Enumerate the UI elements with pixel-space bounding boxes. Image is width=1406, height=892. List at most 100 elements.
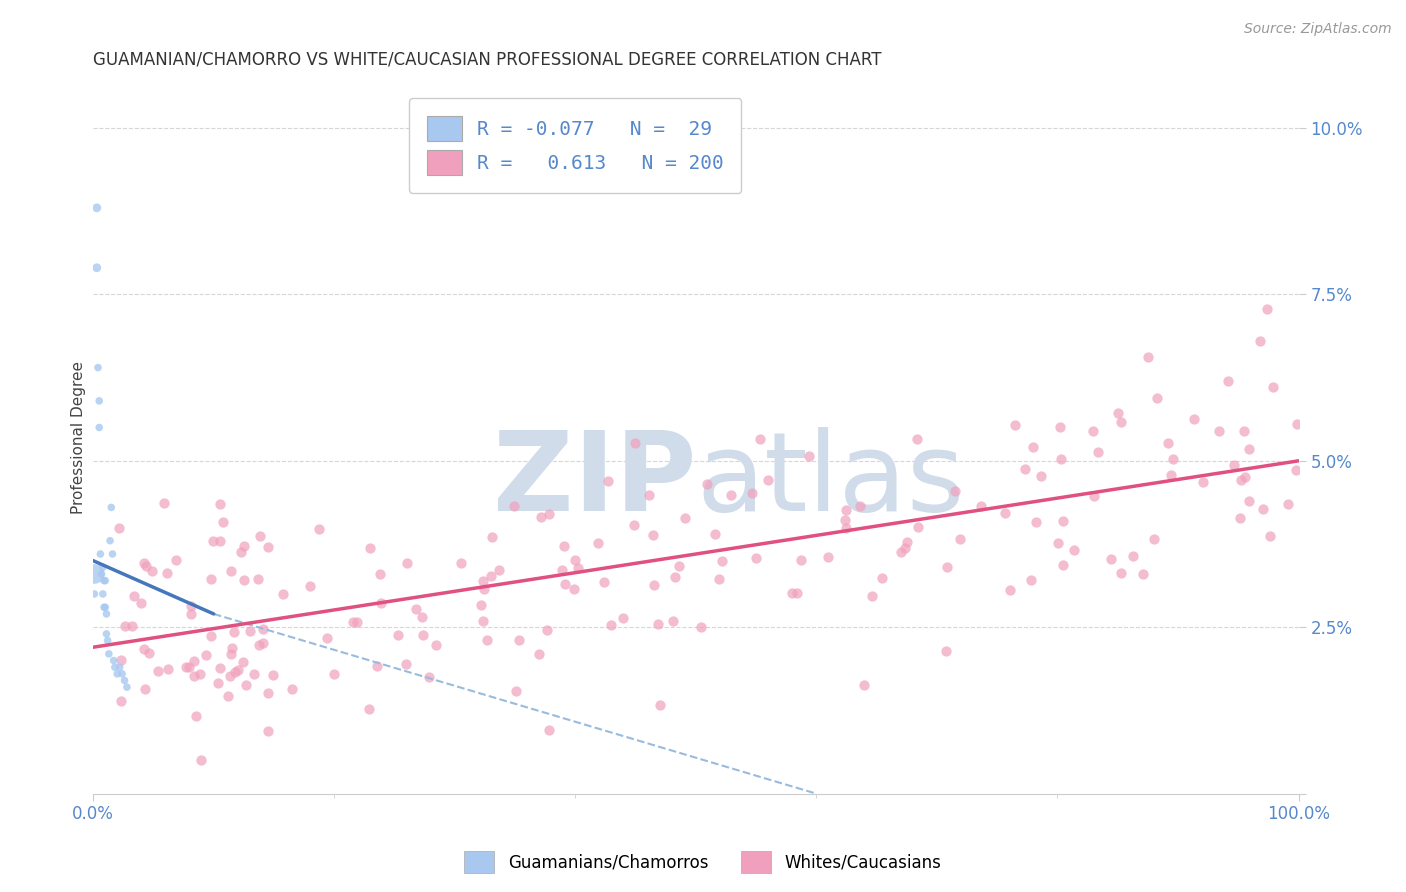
Point — [562, 582, 585, 596]
Point — [894, 541, 917, 555]
Point — [165, 553, 187, 567]
Point — [308, 522, 330, 536]
Point — [1261, 380, 1284, 394]
Point — [224, 625, 246, 640]
Point — [212, 515, 235, 529]
Point — [710, 554, 733, 568]
Point — [481, 530, 503, 544]
Point — [668, 558, 690, 573]
Point — [122, 589, 145, 603]
Point — [200, 629, 222, 643]
Point — [174, 660, 197, 674]
Point — [226, 663, 249, 677]
Point — [89, 420, 111, 434]
Point — [935, 644, 957, 658]
Point — [673, 511, 696, 525]
Point — [1122, 549, 1144, 563]
Point — [153, 496, 176, 510]
Point — [797, 449, 820, 463]
Point — [132, 556, 155, 570]
Point — [1237, 442, 1260, 456]
Point — [271, 587, 294, 601]
Point — [90, 566, 112, 581]
Point — [527, 647, 550, 661]
Point — [470, 598, 492, 612]
Point — [744, 551, 766, 566]
Legend: Guamanians/Chamorros, Whites/Caucasians: Guamanians/Chamorros, Whites/Caucasians — [457, 845, 949, 880]
Point — [1046, 536, 1069, 550]
Y-axis label: Professional Degree: Professional Degree — [72, 361, 86, 514]
Point — [551, 563, 574, 577]
Point — [643, 577, 665, 591]
Point — [592, 575, 614, 590]
Point — [1025, 516, 1047, 530]
Point — [418, 670, 440, 684]
Point — [1029, 469, 1052, 483]
Text: Source: ZipAtlas.com: Source: ZipAtlas.com — [1244, 22, 1392, 37]
Point — [1136, 350, 1159, 364]
Point — [1160, 467, 1182, 482]
Point — [359, 541, 381, 555]
Point — [741, 486, 763, 500]
Point — [648, 698, 671, 712]
Point — [1286, 417, 1309, 432]
Point — [835, 503, 858, 517]
Point — [1251, 502, 1274, 516]
Point — [86, 260, 108, 275]
Point — [1192, 475, 1215, 489]
Point — [1050, 452, 1073, 467]
Point — [1146, 391, 1168, 405]
Point — [472, 574, 495, 589]
Point — [1249, 334, 1271, 349]
Point — [637, 488, 659, 502]
Point — [370, 596, 392, 610]
Point — [83, 566, 105, 581]
Point — [91, 560, 114, 574]
Point — [703, 526, 725, 541]
Point — [129, 596, 152, 610]
Point — [323, 667, 346, 681]
Point — [135, 558, 157, 573]
Point — [1216, 374, 1239, 388]
Point — [834, 513, 856, 527]
Point — [860, 589, 883, 603]
Point — [852, 677, 875, 691]
Point — [257, 686, 280, 700]
Text: GUAMANIAN/CHAMORRO VS WHITE/CAUCASIAN PROFESSIONAL DEGREE CORRELATION CHART: GUAMANIAN/CHAMORRO VS WHITE/CAUCASIAN PR… — [93, 51, 882, 69]
Point — [246, 572, 269, 586]
Point — [121, 619, 143, 633]
Point — [405, 602, 427, 616]
Point — [600, 617, 623, 632]
Point — [91, 587, 114, 601]
Point — [233, 539, 256, 553]
Point — [114, 619, 136, 633]
Point — [1014, 462, 1036, 476]
Point — [107, 521, 129, 535]
Point — [94, 600, 117, 615]
Point — [567, 561, 589, 575]
Point — [709, 572, 731, 586]
Point — [247, 638, 270, 652]
Point — [1052, 558, 1074, 573]
Point — [108, 660, 131, 674]
Point — [1109, 566, 1132, 580]
Point — [623, 518, 645, 533]
Point — [1052, 514, 1074, 528]
Point — [943, 483, 966, 498]
Point — [505, 684, 527, 698]
Point — [1083, 425, 1105, 439]
Point — [1099, 552, 1122, 566]
Point — [224, 665, 246, 679]
Point — [450, 557, 472, 571]
Point — [896, 535, 918, 549]
Point — [475, 632, 498, 647]
Point — [232, 655, 254, 669]
Point — [146, 665, 169, 679]
Point — [132, 641, 155, 656]
Point — [387, 628, 409, 642]
Point — [690, 620, 713, 634]
Point — [554, 576, 576, 591]
Point — [696, 477, 718, 491]
Point — [97, 633, 120, 648]
Point — [359, 702, 381, 716]
